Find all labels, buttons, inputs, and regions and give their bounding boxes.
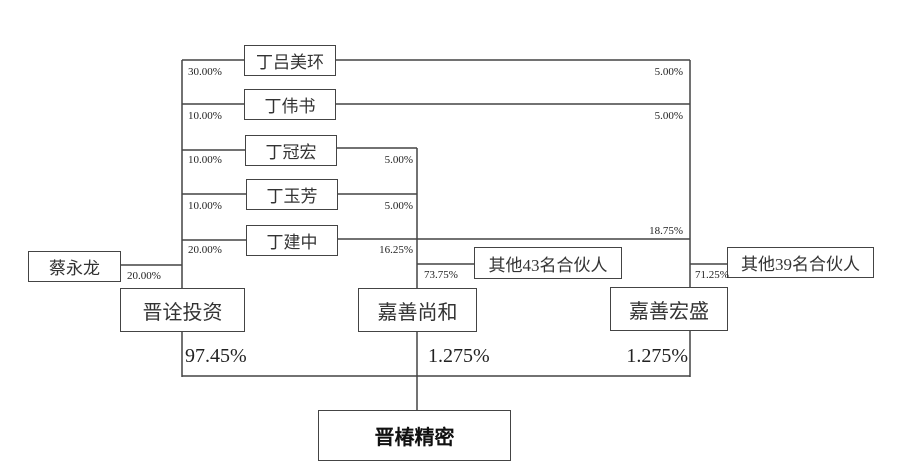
pct-label: 71.25%	[695, 269, 729, 281]
pct-label: 5.00%	[654, 110, 683, 122]
pct-label: 5.00%	[384, 200, 413, 212]
pct-label: 16.25%	[379, 244, 413, 256]
shareholder-cai-yonglong: 蔡永龙	[28, 251, 121, 282]
shareholder-ding-lumeihuan: 丁吕美环	[244, 45, 336, 76]
entity-others-39: 其他39名合伙人	[727, 247, 874, 278]
pct-label: 10.00%	[188, 110, 222, 122]
pct-label: 73.75%	[424, 269, 458, 281]
pct-label: 18.75%	[649, 225, 683, 237]
shareholder-ding-jianzhong: 丁建中	[246, 225, 338, 256]
share-jinquan: 97.45%	[185, 345, 247, 367]
pct-label: 30.00%	[188, 66, 222, 78]
shareholder-ding-guanhong: 丁冠宏	[245, 135, 337, 166]
pct-label: 5.00%	[654, 66, 683, 78]
share-hongsheng: 1.275%	[626, 345, 688, 367]
pct-label: 20.00%	[188, 244, 222, 256]
pct-label: 20.00%	[127, 270, 161, 282]
entity-jinquan: 晋诠投资	[120, 288, 245, 332]
entity-target: 晋椿精密	[318, 410, 511, 461]
pct-label: 5.00%	[384, 154, 413, 166]
pct-label: 10.00%	[188, 154, 222, 166]
entity-jiashan-hongsheng: 嘉善宏盛	[610, 287, 728, 331]
entity-jiashan-shanghe: 嘉善尚和	[358, 288, 477, 332]
shareholder-ding-yufang: 丁玉芳	[246, 179, 338, 210]
pct-label: 10.00%	[188, 200, 222, 212]
entity-others-43: 其他43名合伙人	[474, 247, 622, 279]
share-shanghe: 1.275%	[428, 345, 490, 367]
shareholder-ding-weishu: 丁伟书	[244, 89, 336, 120]
